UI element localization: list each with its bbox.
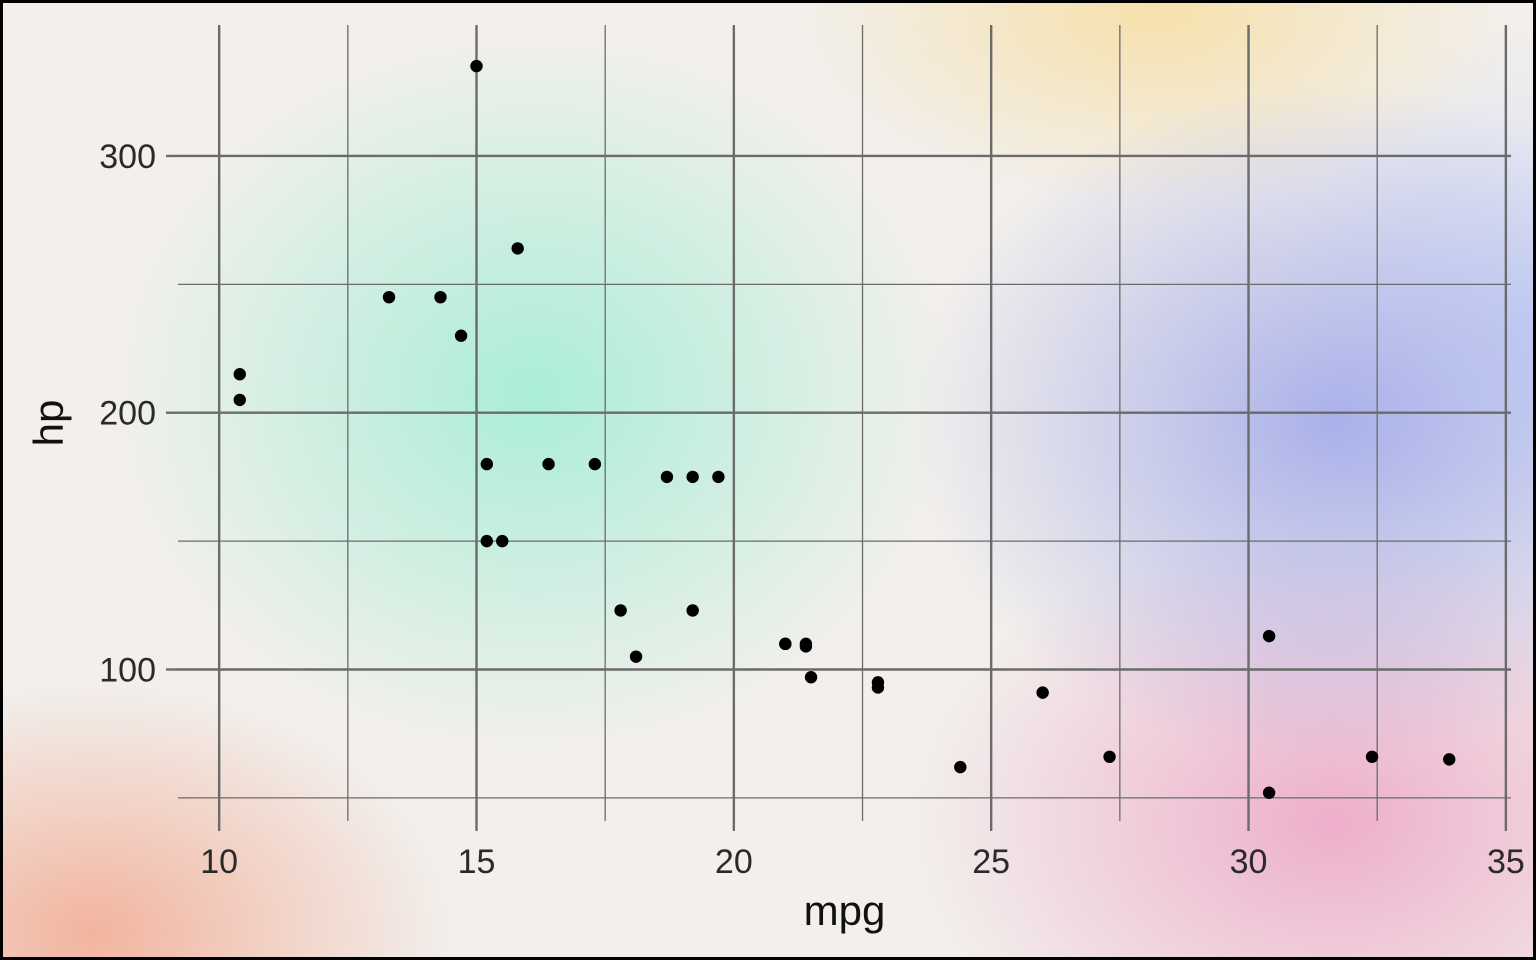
x-tick-label: 35 [1487,843,1525,881]
minor-gridlines [178,25,1511,821]
data-point [1103,750,1116,764]
tick-labels: 10 15 20 25 30 35 100 200 300 [99,138,1525,881]
data-point [1365,750,1379,764]
data-point [1443,753,1456,766]
data-point [496,534,509,548]
data-point [233,393,246,407]
data-point [871,676,885,689]
x-tick-label: 30 [1230,843,1268,881]
scatter-chart: 10 15 20 25 30 35 100 200 300 mpg hp [25,25,1525,934]
data-point [954,760,967,774]
axis-ticks [166,154,1508,831]
data-point [629,650,643,663]
x-tick-label: 20 [715,843,753,881]
data-point [588,457,602,471]
data-point [233,368,246,381]
data-point [712,470,725,484]
x-axis-title: mpg [804,887,886,934]
data-point [1262,786,1276,799]
data-point [454,329,468,342]
data-points [233,59,1456,799]
data-point [686,604,699,617]
data-point [660,470,674,484]
data-point [542,457,555,471]
data-point [799,640,813,653]
major-gridlines [178,25,1511,821]
y-tick-label: 100 [99,652,156,690]
y-tick-label: 300 [99,138,156,176]
y-tick-label: 200 [99,395,156,433]
x-tick-label: 15 [458,843,496,881]
x-tick-label: 10 [200,843,238,881]
y-axis-title: hp [25,400,72,447]
data-point [686,470,699,484]
data-point [1036,686,1049,699]
data-point [804,671,818,684]
data-point [1262,629,1276,643]
data-point [382,290,396,304]
data-point [480,457,494,471]
data-point [511,242,524,255]
data-point [434,290,447,304]
data-point [470,59,483,73]
data-point [480,534,494,548]
x-tick-label: 25 [972,843,1010,881]
data-point [614,604,627,617]
data-point [779,637,792,651]
